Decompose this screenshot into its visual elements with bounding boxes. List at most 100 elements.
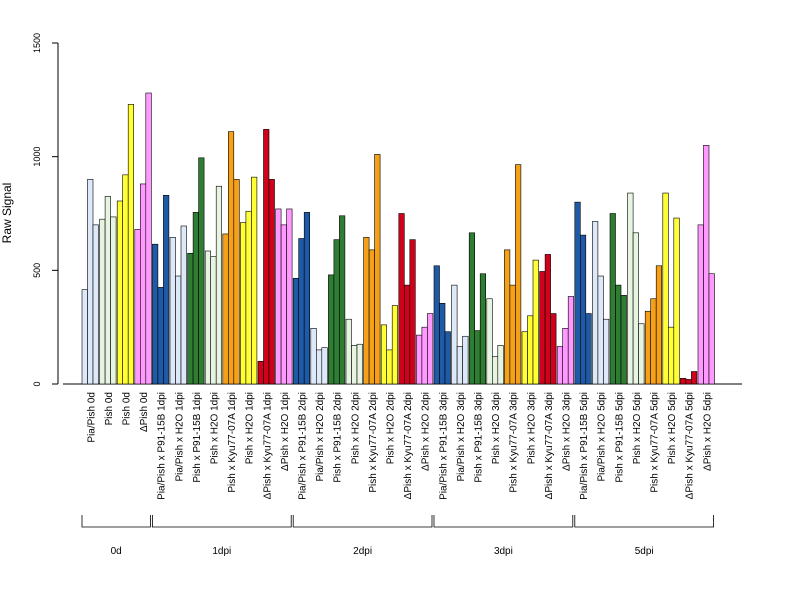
x-tick-label: Pish x H2O 3dpi — [526, 392, 537, 464]
bar — [620, 295, 627, 385]
bar — [310, 327, 317, 385]
bar — [708, 273, 715, 385]
y-axis-label: Raw Signal — [0, 183, 14, 244]
bar — [303, 212, 311, 385]
x-tick-label: Pish x Kyu77-07A 3dpi — [509, 392, 520, 493]
bar — [680, 378, 687, 385]
x-tick-label: ΔPish x Kyu77-07A 5dpi — [685, 392, 696, 499]
x-tick-label: Pish x H2O 2dpi — [385, 392, 396, 464]
bar — [662, 192, 669, 385]
bar — [104, 196, 111, 385]
x-tick-label: Pia/Pish x P91-15B 2dpi — [297, 392, 308, 500]
x-tick-label: Pish x Kyu77-07A 1dpi — [227, 392, 238, 493]
bar — [110, 216, 117, 385]
bar — [251, 176, 258, 385]
bar — [152, 243, 159, 385]
y-tick-label: 500 — [32, 263, 42, 278]
bar — [632, 232, 639, 385]
x-tick-labels: Pia/Pish 0d Pish 0d Pish 0d ΔPish 0d Pia/Pis… — [86, 392, 713, 500]
group-bracket — [574, 515, 714, 528]
bar — [245, 210, 252, 385]
bar — [275, 208, 282, 385]
bar — [527, 315, 534, 385]
x-tick-label: ΔPish x H2O 2dpi — [421, 392, 432, 471]
group-bracket — [152, 515, 292, 528]
bar — [280, 224, 287, 385]
x-tick-label: Pia/Pish x H2O 1dpi — [174, 392, 185, 482]
bar — [204, 250, 211, 385]
bar — [444, 331, 451, 385]
bar — [380, 324, 388, 385]
bar — [374, 154, 381, 385]
bar — [263, 129, 270, 385]
bar — [180, 225, 187, 385]
bar — [391, 305, 399, 385]
bar — [539, 271, 546, 385]
x-tick-label: Pish x H2O 1dpi — [209, 392, 220, 464]
bar — [697, 224, 704, 385]
x-tick-label: Pia/Pish x H2O 2dpi — [315, 392, 326, 482]
bar — [198, 157, 205, 385]
group-label: 0d — [111, 546, 122, 557]
bar — [140, 183, 147, 385]
bar — [421, 326, 428, 385]
bar — [328, 274, 335, 385]
bar — [427, 313, 434, 385]
x-tick-label: ΔPish x H2O 5dpi — [702, 392, 713, 471]
bar — [233, 179, 240, 385]
y-tick-label: 1000 — [32, 147, 42, 167]
bar — [222, 233, 229, 385]
bar — [187, 252, 194, 385]
bar — [597, 275, 604, 385]
bar — [122, 174, 129, 385]
group-brackets: 0d 1dpi 2dpi 3dpi 5dpi — [81, 515, 714, 557]
bar — [356, 343, 363, 385]
bar — [240, 222, 247, 385]
y-tick-label: 0 — [32, 381, 42, 386]
bar — [603, 318, 610, 385]
bar — [685, 379, 692, 385]
bar — [655, 265, 663, 385]
bar — [192, 212, 199, 385]
bar — [592, 221, 599, 385]
bar — [562, 327, 569, 385]
x-tick-label: Pish x H2O 5dpi — [632, 392, 643, 464]
bar — [127, 104, 134, 385]
bar — [433, 265, 440, 385]
bar — [627, 192, 634, 385]
bar — [169, 237, 176, 385]
bar — [439, 302, 446, 385]
bar — [521, 331, 528, 385]
bar — [451, 284, 458, 385]
bar — [609, 213, 616, 385]
bar — [175, 275, 182, 385]
bar — [116, 200, 123, 385]
bar — [363, 237, 370, 385]
bar — [650, 298, 657, 385]
group-label: 3dpi — [494, 546, 513, 557]
x-tick-label: Pia/Pish x P91-15B 1dpi — [157, 392, 168, 500]
bar — [615, 284, 622, 385]
bar — [468, 232, 476, 385]
x-tick-label: ΔPish x H2O 3dpi — [561, 392, 572, 471]
x-tick-label: Pish 0d — [104, 392, 115, 425]
bar — [268, 179, 275, 385]
bar — [497, 345, 504, 385]
x-tick-label: Pish x P91-15B 5dpi — [614, 392, 625, 483]
x-tick-label: ΔPish x Kyu77-07A 2dpi — [403, 392, 414, 499]
y-axis: 0 500 1000 1500 — [32, 33, 59, 387]
bar — [474, 330, 481, 385]
bar — [462, 335, 469, 385]
bar — [667, 326, 675, 385]
bar — [292, 277, 300, 385]
bar — [99, 218, 106, 385]
x-tick-label: Pia/Pish x P91-15B 3dpi — [438, 392, 449, 500]
x-tick-label: Pish 0d — [121, 392, 132, 425]
group-label: 2dpi — [353, 546, 372, 557]
bar — [638, 323, 645, 385]
group-bracket — [81, 515, 151, 528]
bar — [550, 313, 557, 385]
x-tick-label: Pish x Kyu77-07A 5dpi — [649, 392, 660, 493]
bar — [585, 313, 592, 385]
